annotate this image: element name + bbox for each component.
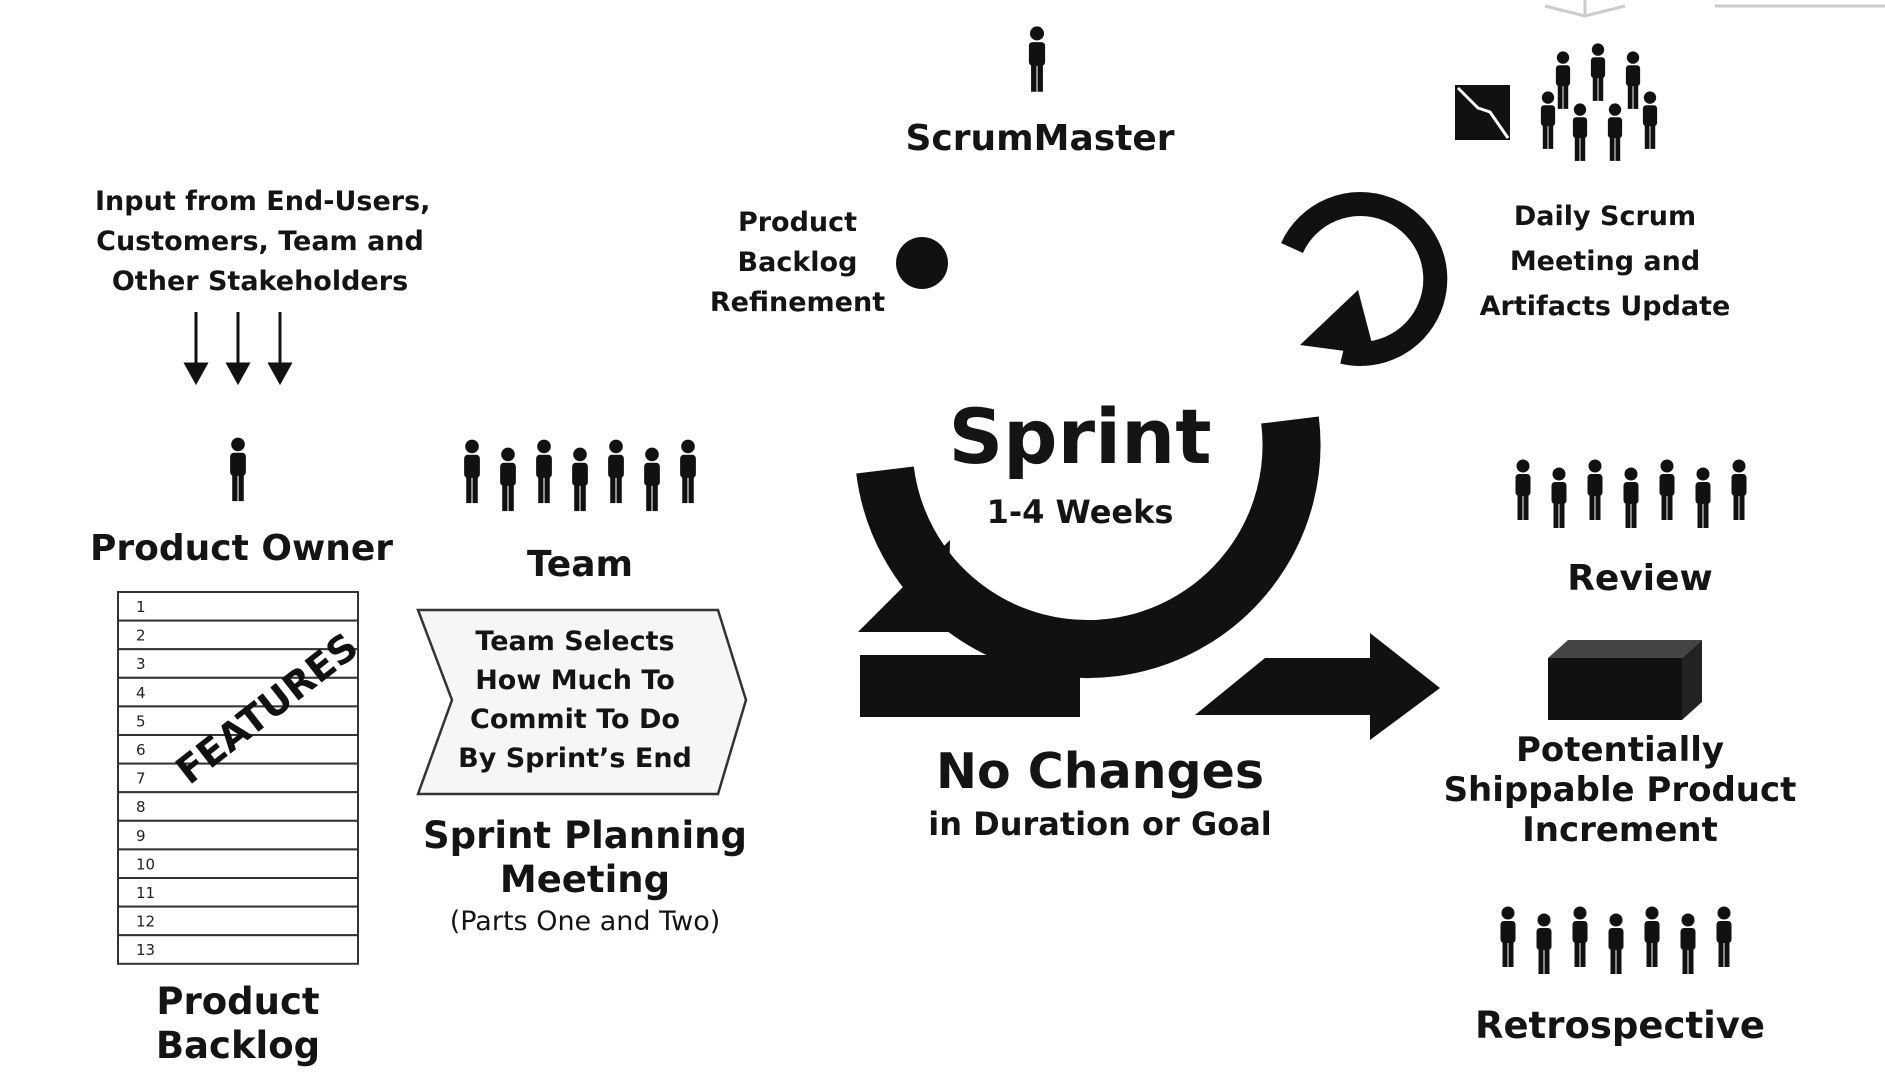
backlog-row	[117, 619, 359, 651]
input-line-1: Input from End-Users,	[95, 186, 431, 217]
no-changes-title: No Changes	[936, 743, 1264, 800]
backlog-row-number: 10	[136, 855, 155, 873]
daily-line-3: Artifacts Update	[1479, 291, 1731, 322]
backlog-row-number: 12	[136, 913, 155, 931]
refinement-line-2: Backlog	[737, 247, 858, 278]
refinement-line-3: Refinement	[709, 287, 886, 318]
increment-arrow	[1195, 633, 1440, 740]
daily-line-2: Meeting and	[1509, 246, 1701, 277]
sprint-title: Sprint	[948, 392, 1212, 481]
product-box-icon	[1548, 640, 1702, 720]
scrummaster-label: ScrumMaster	[905, 118, 1175, 159]
chevron-line-4: By Sprint’s End	[458, 743, 692, 774]
sprint-planning-sub: (Parts One and Two)	[449, 906, 721, 937]
planning-title-line-1: Sprint Planning	[423, 814, 747, 857]
sprint-duration: 1-4 Weeks	[986, 493, 1174, 531]
increment-line-2: Shippable Product	[1443, 770, 1797, 810]
backlog-row-number: 3	[136, 655, 146, 673]
team-label: Team	[527, 544, 633, 585]
backlog-row	[117, 819, 359, 851]
backlog-row-number: 7	[136, 770, 146, 788]
input-line-3: Other Stakeholders	[111, 266, 409, 297]
backlog-row-number: 9	[136, 827, 146, 845]
backlog-row	[117, 934, 359, 965]
burndown-chart-icon	[1455, 85, 1510, 140]
daily-line-1: Daily Scrum	[1513, 201, 1697, 232]
refinement-text: Product Backlog Refinement	[700, 203, 895, 323]
no-changes-sub: in Duration or Goal	[928, 805, 1272, 843]
backlog-row	[117, 791, 359, 822]
chevron-line-3: Commit To Do	[470, 704, 680, 735]
backlog-row-number: 11	[136, 884, 155, 902]
backlog-row-number: 13	[136, 941, 155, 959]
team-icon	[464, 439, 696, 512]
daily-scrum-crowd-icon	[1540, 43, 1658, 161]
product-backlog-label: Product Backlog	[138, 980, 338, 1068]
refinement-line-1: Product	[737, 207, 858, 238]
backlog-row	[117, 762, 359, 794]
input-arrows	[183, 312, 293, 386]
review-label: Review	[1567, 558, 1713, 599]
chevron-line-1: Team Selects	[475, 626, 675, 657]
planning-chevron-text: Team Selects How Much To Commit To Do By…	[450, 622, 700, 778]
increment-line-3: Increment	[1522, 810, 1718, 850]
input-line-2: Customers, Team and	[96, 226, 424, 257]
increment-text: Potentially Shippable Product Increment	[1440, 730, 1800, 850]
daily-scrum-text: Daily Scrum Meeting and Artifacts Update	[1460, 194, 1750, 329]
increment-line-1: Potentially	[1515, 730, 1725, 770]
sprint-cycle	[856, 192, 1448, 717]
backlog-row-number: 4	[136, 684, 146, 702]
product-owner-icon	[230, 437, 246, 502]
chevron-line-2: How Much To	[475, 665, 675, 696]
planning-chevron	[416, 608, 748, 796]
review-crowd-icon	[1515, 459, 1747, 528]
planning-title-line-2: Meeting	[499, 858, 671, 901]
backlog-row-number: 6	[136, 741, 146, 759]
scrummaster-icon	[1028, 26, 1046, 92]
input-sources-text: Input from End-Users, Customers, Team an…	[95, 182, 431, 302]
sprint-planning-title: Sprint Planning Meeting	[415, 814, 755, 902]
product-owner-label: Product Owner	[90, 528, 394, 569]
backlog-row	[117, 648, 359, 679]
retrospective-crowd-icon	[1500, 906, 1732, 974]
backlog-row-number: 1	[136, 598, 146, 616]
retrospective-label: Retrospective	[1474, 1004, 1766, 1047]
backlog-row-number: 8	[136, 798, 146, 816]
backlog-label-line-1: Product	[156, 980, 320, 1023]
backlog-row	[117, 734, 359, 765]
logo-mark	[1544, 0, 1885, 18]
backlog-label-line-2: Backlog	[155, 1024, 321, 1067]
backlog-row-number: 2	[136, 627, 146, 645]
backlog-row-number: 5	[136, 712, 146, 730]
backlog-row	[117, 591, 359, 622]
